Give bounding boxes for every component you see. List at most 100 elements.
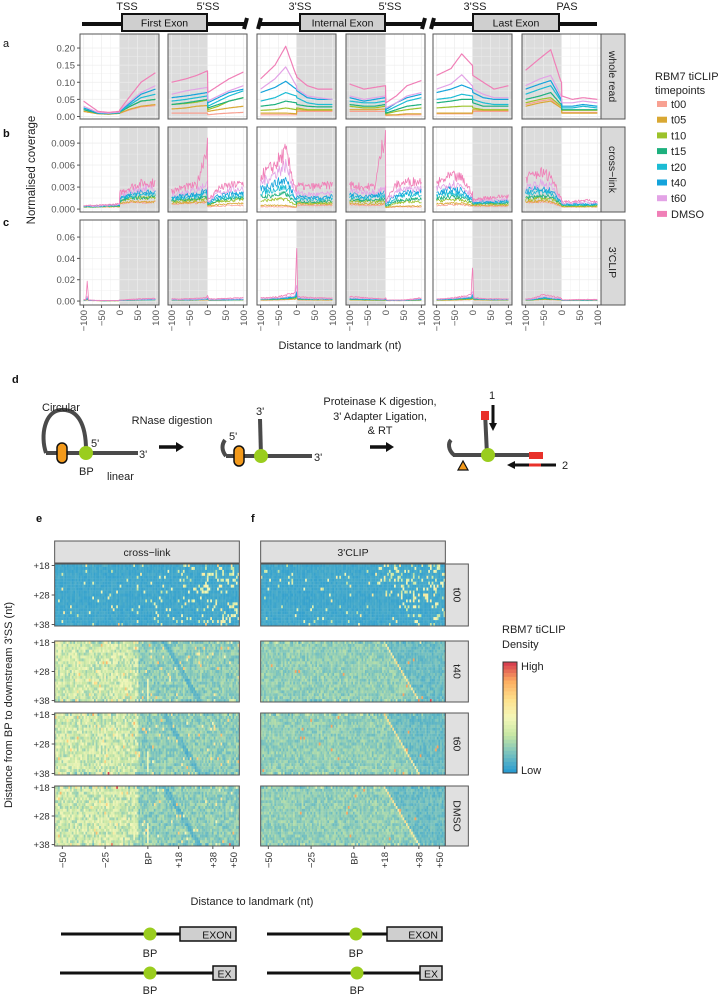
heatmap-cell xyxy=(116,681,119,685)
heatmap-cell xyxy=(61,678,64,682)
heatmap-cell xyxy=(54,581,57,585)
heatmap-cell xyxy=(152,670,154,674)
heatmap-cell xyxy=(220,572,223,576)
heatmap-cell xyxy=(158,672,161,677)
heatmap-cell xyxy=(194,605,197,609)
heatmap-cell xyxy=(162,693,165,697)
heatmap-cell xyxy=(158,678,161,682)
heatmap-cell xyxy=(136,681,139,685)
y-tick-label: +18 xyxy=(34,561,50,572)
heatmap-cell xyxy=(194,587,197,591)
heatmap-cell xyxy=(117,578,120,582)
heatmap-cell xyxy=(227,678,230,682)
arrow-left-icon xyxy=(507,461,515,469)
heatmap-cell xyxy=(227,664,230,668)
heatmap-cell xyxy=(105,672,108,677)
heatmap-cell xyxy=(188,569,190,574)
heatmap-cell xyxy=(93,593,96,597)
heatmap-cell xyxy=(182,658,185,662)
heatmap-cell xyxy=(104,664,107,668)
heatmap-cell xyxy=(70,611,72,615)
heatmap-cell xyxy=(150,611,153,615)
heatmap-cell xyxy=(83,596,86,600)
heatmap-cell xyxy=(160,566,163,571)
heatmap-cell xyxy=(61,687,64,691)
heatmap-cell xyxy=(58,675,60,679)
heatmap-cell xyxy=(167,608,170,612)
heatmap-cell xyxy=(222,608,225,612)
heatmap-cell xyxy=(73,617,76,621)
heatmap-cell xyxy=(162,620,165,624)
heatmap-cell xyxy=(177,564,180,568)
heatmap-cell xyxy=(198,587,201,591)
heatmap-cell xyxy=(140,587,143,591)
heatmap-cell xyxy=(237,687,240,691)
x-tick-label: 50 xyxy=(399,310,410,321)
heatmap-cell xyxy=(123,611,125,615)
heatmap-cell xyxy=(73,693,76,697)
heatmap-cell xyxy=(105,605,108,609)
heatmap-cell xyxy=(92,672,95,677)
heatmap-cell xyxy=(82,617,84,621)
heatmap-cell xyxy=(165,617,168,621)
heatmap-cell xyxy=(117,623,120,627)
heatmap-cell xyxy=(235,655,238,659)
heatmap-cell xyxy=(141,684,144,688)
heatmap-cell xyxy=(210,602,213,606)
heatmap-cell xyxy=(150,581,153,585)
heatmap-cell xyxy=(80,611,83,615)
heatmap-cell xyxy=(99,623,101,627)
heatmap-cell xyxy=(193,611,196,615)
heatmap-cell xyxy=(141,681,144,685)
heatmap-cell xyxy=(169,643,172,647)
heatmap-cell xyxy=(179,678,182,682)
heatmap-cell xyxy=(121,617,124,621)
heatmap-cell xyxy=(208,611,211,615)
heatmap-cell xyxy=(232,566,235,571)
heatmap-cell xyxy=(109,678,112,682)
heatmap-cell xyxy=(172,572,175,576)
heatmap-cell xyxy=(196,575,199,579)
heatmap-cell xyxy=(160,584,163,588)
heatmap-cell xyxy=(131,602,134,606)
series-line-DMSO xyxy=(260,248,333,299)
heatmap-cell xyxy=(181,675,184,679)
heatmap-cell xyxy=(138,569,141,574)
heatmap-cell xyxy=(107,584,110,588)
heatmap-cell xyxy=(220,590,223,594)
heatmap-cell xyxy=(198,611,201,615)
heatmap-cell xyxy=(225,611,228,615)
heatmap-cell xyxy=(123,620,125,624)
heatmap-cell xyxy=(215,596,218,600)
heatmap-cell xyxy=(164,564,166,568)
heatmap-cell xyxy=(59,672,62,677)
heatmap-cell xyxy=(111,569,113,574)
heatmap-cell xyxy=(188,599,190,603)
heatmap-cell xyxy=(97,584,100,588)
heatmap-cell xyxy=(131,658,134,662)
heatmap-cell xyxy=(211,581,214,585)
heatmap-cell xyxy=(61,581,64,585)
heatmap-cell xyxy=(121,611,124,615)
heatmap-cell xyxy=(95,678,98,682)
series-line-DMSO xyxy=(260,45,333,90)
heatmap-cell xyxy=(114,667,117,671)
step-protk-label: & RT xyxy=(368,425,393,437)
heatmap-cell xyxy=(109,566,112,571)
heatmap-cell xyxy=(172,584,175,588)
heatmap-cell xyxy=(174,690,177,694)
heatmap-cell xyxy=(143,661,146,665)
heatmap-cell xyxy=(218,675,221,679)
heatmap-cell xyxy=(191,684,194,688)
heatmap-cell xyxy=(150,572,153,576)
heatmap-cell xyxy=(68,670,71,674)
heatmap-cell xyxy=(188,672,190,677)
heatmap-cell xyxy=(213,667,216,671)
heatmap-cell xyxy=(234,581,237,585)
heatmap-cell xyxy=(75,646,78,650)
heatmap-cell xyxy=(59,587,62,591)
heatmap-cell xyxy=(97,593,100,597)
heatmap-cell xyxy=(85,670,88,674)
heatmap-cell xyxy=(107,590,110,594)
heatmap-cell xyxy=(119,687,122,691)
